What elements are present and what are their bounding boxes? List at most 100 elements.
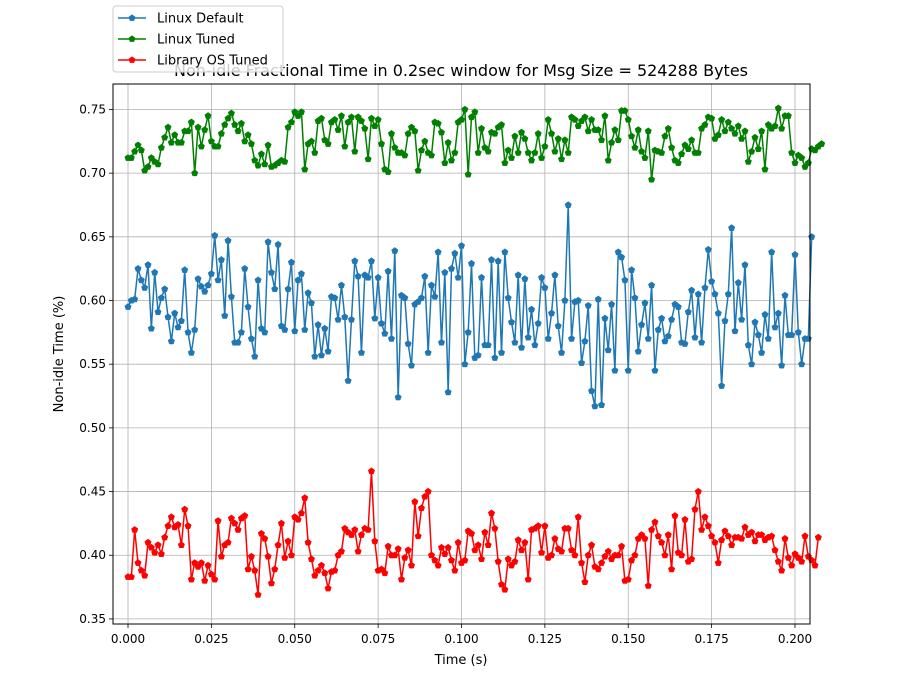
data-point [604,156,612,164]
data-point [564,149,572,156]
data-point [201,287,209,295]
data-point [317,561,325,569]
data-point [601,552,609,560]
data-point [474,541,482,549]
data-point [641,154,649,161]
data-point [514,149,522,156]
data-point [748,147,756,155]
data-point [571,551,579,559]
data-point [157,143,165,151]
data-point [137,276,145,284]
data-point [294,515,302,523]
y-axis-label: Non-idle Time (%) [52,296,67,413]
data-point [524,575,532,583]
data-point [457,115,466,123]
data-point [814,533,822,541]
data-point [778,566,786,574]
data-point [618,542,626,550]
data-point [314,566,322,574]
data-point [194,123,202,131]
data-point [731,327,739,335]
data-point [688,555,696,563]
data-point [658,538,666,546]
data-point [307,299,315,307]
data-point [171,131,179,138]
data-point [581,337,589,345]
data-point [598,401,606,408]
data-point [161,285,169,293]
data-point [684,145,692,152]
data-point [798,360,806,368]
data-point [581,113,589,121]
data-point [191,169,199,177]
data-point [144,538,152,546]
data-point [141,571,149,579]
data-point [761,165,769,173]
y-tick-label: 0.55 [79,357,106,371]
data-point [304,538,312,546]
data-point [721,317,729,324]
data-point [754,145,762,152]
data-point [771,122,779,130]
data-point [504,555,512,563]
data-point [354,272,362,280]
data-point [127,573,135,580]
data-point [214,276,222,284]
data-point [351,257,359,265]
data-point [257,529,265,537]
data-point [331,294,339,301]
data-point [337,547,345,555]
data-point [354,547,362,555]
data-point [451,566,459,574]
data-point [367,114,375,122]
data-point [614,248,622,256]
data-point [131,147,139,155]
data-point [484,147,492,155]
data-point [678,150,686,158]
data-point [664,124,672,132]
data-point [741,127,749,135]
data-point [427,551,436,559]
data-point [214,517,222,524]
data-point [678,551,686,559]
data-point [731,129,739,137]
data-point [738,534,746,542]
x-tick-label: 0.150 [611,632,645,646]
data-point [267,579,275,587]
data-point [184,328,192,336]
data-point [474,351,482,359]
data-point [187,349,195,356]
data-point [734,278,742,286]
data-point [184,127,192,135]
data-point [461,360,469,368]
data-point [437,338,446,346]
data-point [127,154,135,161]
legend-item-library-os-tuned: Library OS Tuned [118,54,268,69]
data-point [224,114,232,122]
data-point [371,314,379,322]
data-point [267,268,275,276]
data-point [621,107,629,114]
data-point [494,257,502,265]
data-point [287,258,295,266]
data-point [688,286,696,294]
y-tick-label: 0.60 [79,294,106,308]
data-point [177,541,185,549]
data-point [451,149,459,156]
x-tick-label: 0.050 [278,632,312,646]
data-point [404,546,412,554]
data-point [227,514,235,522]
data-point [694,149,702,156]
legend-label: Library OS Tuned [157,54,268,69]
data-point [531,149,539,156]
data-point [588,115,596,123]
data-point [768,248,776,256]
data-point [778,124,786,132]
series-linux-default [124,201,816,410]
data-point [538,154,546,161]
data-point [241,137,249,145]
y-tick-label: 0.65 [79,230,106,244]
data-point [261,328,269,336]
data-point [234,526,242,533]
data-point [414,532,422,540]
